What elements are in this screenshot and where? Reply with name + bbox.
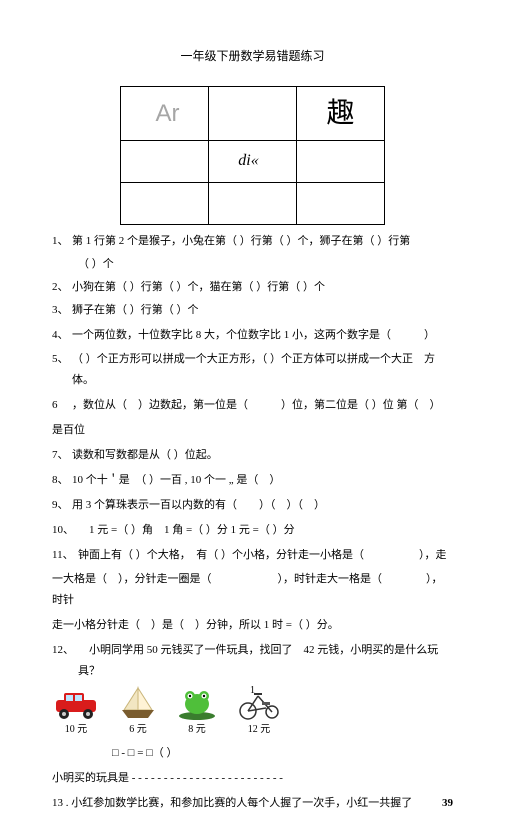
animal-grid: Ar 趣 di« bbox=[120, 86, 385, 225]
q-num: 1、 bbox=[52, 231, 72, 252]
toy-price: 6 元 bbox=[129, 720, 147, 739]
q-text: 10 个十＇是 （ ）一百 , 10 个一 „ 是（ ） bbox=[72, 470, 453, 491]
q10: 10、 1 元 =（ ）角 1 角 =（ ）分 1 元 =（ ）分 bbox=[52, 520, 453, 541]
q11: 11、 钟面上有（ ）个大格， 有（ ）个小格，分针走一小格是（ ），走 bbox=[52, 545, 453, 566]
page-title: 一年级下册数学易错题练习 bbox=[52, 45, 453, 68]
q8: 8、 10 个十＇是 （ ）一百 , 10 个一 „ 是（ ） bbox=[52, 470, 453, 491]
cell-ar: Ar bbox=[121, 86, 209, 140]
cell-empty bbox=[297, 182, 385, 224]
q-text: 1 元 =（ ）角 1 角 =（ ）分 1 元 =（ ）分 bbox=[78, 520, 453, 541]
q3: 3、 狮子在第（ ）行第（ ）个 bbox=[52, 300, 453, 321]
toy-price: 10 元 bbox=[65, 720, 88, 739]
q-text: （ ）个正方形可以拼成一个大正方形，（ ）个正方体可以拼成一个大正 方体。 bbox=[72, 349, 453, 391]
q-num: 9、 bbox=[52, 495, 72, 516]
q-text: 第 1 行第 2 个是猴子，小兔在第（ ）行第（ ）个，狮子在第（ ）行第 bbox=[72, 231, 453, 252]
q-text: 小明同学用 50 元钱买了一件玩具，找回了 42 元钱，小明买的是什么玩具？ bbox=[78, 640, 453, 682]
q-num: 6 bbox=[52, 395, 72, 416]
q-num: 4、 bbox=[52, 325, 72, 346]
q13: 13 . 小红参加数学比赛，和参加比赛的人每个人握了一次手，小红一共握了 39 bbox=[52, 793, 453, 814]
equation: □ - □ = □（ ） bbox=[52, 743, 453, 764]
cell-di: di« bbox=[209, 140, 297, 182]
q-text: ，数位从（ ）边数起，第一位是（ ）位，第二位是（ ）位 第（ ） bbox=[72, 395, 453, 416]
q13-num: 39 bbox=[442, 793, 453, 814]
q1-cont: （ ）个 bbox=[52, 254, 453, 275]
answer-line: 小明买的玩具是 - - - - - - - - - - - - - - - - … bbox=[52, 768, 453, 789]
q12: 12、 小明同学用 50 元钱买了一件玩具，找回了 42 元钱，小明买的是什么玩… bbox=[52, 640, 453, 682]
q-num: 3、 bbox=[52, 300, 72, 321]
q1: 1、 第 1 行第 2 个是猴子，小兔在第（ ）行第（ ）个，狮子在第（ ）行第 bbox=[52, 231, 453, 252]
q-text: 一个两位数，十位数字比 8 大，个位数字比 1 小，这两个数字是（ ） bbox=[72, 325, 453, 346]
q4: 4、 一个两位数，十位数字比 8 大，个位数字比 1 小，这两个数字是（ ） bbox=[52, 325, 453, 346]
toy-price: 8 元 bbox=[188, 720, 206, 739]
q-text: 小狗在第（ ）行第（ ）个，猫在第（ ）行第（ ）个 bbox=[72, 277, 453, 298]
toy-price: 12 元 bbox=[248, 720, 271, 739]
q-num: 2、 bbox=[52, 277, 72, 298]
q-text: 用 3 个算珠表示一百以内数的有（ ）（ ）（ ） bbox=[72, 495, 453, 516]
q6-cont: 是百位 bbox=[52, 420, 453, 441]
cell-empty bbox=[209, 86, 297, 140]
q-num: 8、 bbox=[52, 470, 72, 491]
q-text: 13 . 小红参加数学比赛，和参加比赛的人每个人握了一次手，小红一共握了 bbox=[52, 797, 412, 809]
q2: 2、 小狗在第（ ）行第（ ）个，猫在第（ ）行第（ ）个 bbox=[52, 277, 453, 298]
q11-b: 一大格是（ ），分针走一圈是（ ），时针走大一格是（ ），时针 bbox=[52, 569, 453, 611]
q-text: 狮子在第（ ）行第（ ）个 bbox=[72, 300, 453, 321]
q-num: 10、 bbox=[52, 520, 78, 541]
q9: 9、 用 3 个算珠表示一百以内数的有（ ）（ ）（ ） bbox=[52, 495, 453, 516]
q11-c: 走一小格分针走（ ）是（ ）分钟，所以 1 时 =（ ）分。 bbox=[52, 615, 453, 636]
q-text: 钟面上有（ ）个大格， 有（ ）个小格，分针走一小格是（ ），走 bbox=[78, 545, 453, 566]
q5: 5、 （ ）个正方形可以拼成一个大正方形，（ ）个正方体可以拼成一个大正 方体。 bbox=[52, 349, 453, 391]
cell-empty bbox=[121, 182, 209, 224]
cell-qu: 趣 bbox=[297, 86, 385, 140]
q-num: 11、 bbox=[52, 545, 78, 566]
q6: 6 ，数位从（ ）边数起，第一位是（ ）位，第二位是（ ）位 第（ ） bbox=[52, 395, 453, 416]
q-text: 读数和写数都是从（ ）位起。 bbox=[72, 445, 453, 466]
q-num: 7、 bbox=[52, 445, 72, 466]
q7: 7、 读数和写数都是从（ ）位起。 bbox=[52, 445, 453, 466]
q-num: 12、 bbox=[52, 640, 78, 682]
cell-empty bbox=[297, 140, 385, 182]
cell-empty bbox=[209, 182, 297, 224]
page-number: 1 bbox=[0, 681, 505, 700]
cell-empty bbox=[121, 140, 209, 182]
q-num: 5、 bbox=[52, 349, 72, 391]
